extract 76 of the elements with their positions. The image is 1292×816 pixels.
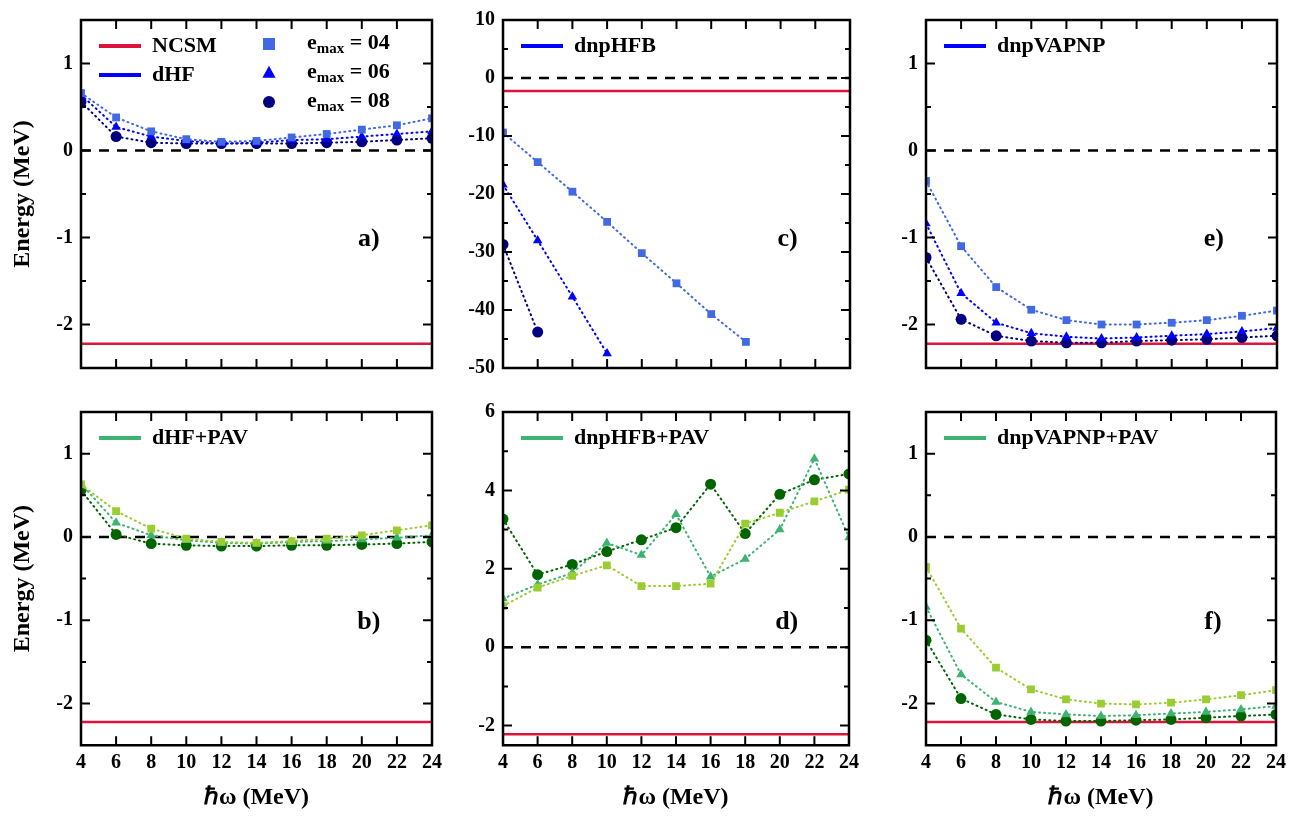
x-tick-label: 8	[146, 750, 157, 773]
x-tick-label: 10	[596, 750, 617, 773]
legend-title: dnpHFB+PAV	[574, 423, 710, 449]
y-tick-label: -2	[56, 311, 73, 334]
x-tick-label: 18	[735, 750, 756, 773]
y-tick-label: -2	[56, 690, 73, 713]
x-tick-label: 16	[700, 750, 721, 773]
annotation: c)	[777, 222, 798, 252]
x-tick-label: 22	[1231, 750, 1251, 773]
y-tick-label: -30	[468, 239, 495, 262]
legend-title: dnpVAPNP+PAV	[997, 423, 1159, 449]
y-tick-label: -1	[901, 224, 918, 247]
x-axis-title: ℏω (MeV)	[1048, 782, 1154, 809]
legend-label: NCSM	[152, 31, 218, 57]
y-tick-label: 0	[63, 524, 73, 547]
y-tick-label: -20	[468, 181, 495, 204]
x-tick-label: 12	[211, 750, 232, 773]
x-tick-label: 6	[956, 750, 966, 773]
annotation: f)	[1204, 605, 1222, 635]
legend-title: dnpVAPNP	[997, 31, 1106, 57]
y-tick-label: -1	[56, 224, 73, 247]
y-tick-label: -2	[901, 311, 918, 334]
y-tick-label: 4	[485, 477, 495, 500]
y-tick-label: -2	[478, 712, 495, 735]
x-tick-label: 24	[1266, 750, 1286, 773]
x-axis-title: ℏω (MeV)	[623, 782, 729, 809]
x-tick-label: 16	[281, 750, 302, 773]
y-tick-label: 1	[63, 50, 73, 73]
y-tick-label: 1	[908, 50, 918, 73]
x-tick-label: 10	[176, 750, 197, 773]
y-tick-label: 6	[485, 399, 495, 422]
y-tick-label: 1	[908, 440, 918, 463]
x-tick-label: 20	[769, 750, 790, 773]
x-tick-label: 12	[631, 750, 652, 773]
annotation: e)	[1203, 222, 1224, 252]
y-tick-label: -40	[468, 297, 495, 320]
x-tick-label: 8	[991, 750, 1001, 773]
x-tick-label: 16	[1126, 750, 1146, 773]
y-tick-label: 0	[908, 524, 918, 547]
y-tick-label: 2	[485, 555, 495, 578]
y-tick-label: 0	[485, 634, 495, 657]
x-axis-title: ℏω (MeV)	[203, 782, 310, 809]
x-tick-label: 18	[316, 750, 337, 773]
y-tick-label: 1	[63, 440, 73, 463]
x-tick-label: 20	[1196, 750, 1216, 773]
x-tick-label: 12	[1056, 750, 1076, 773]
y-tick-label: 0	[63, 137, 73, 160]
y-tick-label: -2	[901, 690, 918, 713]
x-tick-label: 24	[422, 750, 442, 773]
legend-title: dHF	[152, 60, 195, 86]
annotation: a)	[357, 222, 380, 252]
x-tick-label: 14	[246, 750, 267, 773]
y-tick-label: 10	[475, 7, 495, 30]
x-tick-label: 24	[839, 750, 859, 773]
x-tick-label: 18	[1161, 750, 1181, 773]
annotation: d)	[775, 605, 799, 635]
x-tick-label: 6	[111, 750, 122, 773]
y-tick-label: 0	[485, 65, 495, 88]
x-tick-label: 14	[666, 750, 686, 773]
y-tick-label: -10	[468, 123, 495, 146]
y-tick-label: 0	[908, 137, 918, 160]
x-tick-label: 10	[1021, 750, 1041, 773]
x-tick-label: 14	[1091, 750, 1111, 773]
annotation: b)	[357, 605, 381, 635]
y-tick-label: -1	[901, 607, 918, 630]
legend-title: dnpHFB	[574, 31, 657, 57]
legend-title: dHF+PAV	[152, 423, 249, 449]
y-axis-title: Energy (MeV)	[7, 120, 34, 268]
x-tick-label: 20	[351, 750, 372, 773]
y-tick-label: -1	[56, 607, 73, 630]
x-tick-label: 6	[532, 750, 543, 773]
y-tick-label: -50	[468, 355, 495, 378]
x-tick-label: 22	[804, 750, 825, 773]
x-tick-label: 8	[567, 750, 578, 773]
x-tick-label: 22	[386, 750, 407, 773]
y-axis-title: Energy (MeV)	[7, 504, 34, 653]
